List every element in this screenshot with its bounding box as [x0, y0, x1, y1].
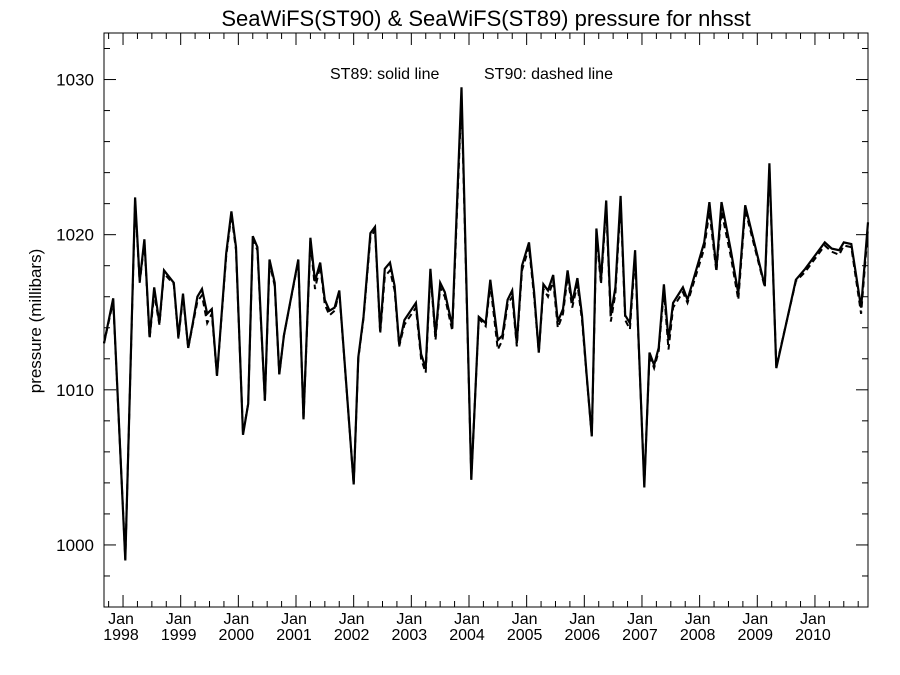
x-tick-month-label: Jan [108, 611, 134, 628]
annotation-st89-solid: ST89: solid line [330, 66, 439, 83]
x-tick-year-label: 2003 [392, 627, 428, 644]
x-tick-year-label: 2004 [449, 627, 485, 644]
x-tick-month-label: Jan [685, 611, 711, 628]
x-tick-month-label: Jan [166, 611, 192, 628]
plot-axes [103, 32, 869, 608]
x-tick-month-label: Jan [454, 611, 480, 628]
x-tick-month-label: Jan [396, 611, 422, 628]
x-tick-year-label: 2002 [334, 627, 370, 644]
series-line-st90 [103, 98, 869, 559]
x-tick-year-label: 2007 [622, 627, 658, 644]
x-tick-month-label: Jan [223, 611, 249, 628]
x-tick-month-label: Jan [800, 611, 826, 628]
y-tick-label: 1020 [56, 226, 94, 245]
x-tick-month-label: Jan [281, 611, 307, 628]
x-tick-year-label: 2008 [680, 627, 716, 644]
annotation-st90-dashed: ST90: dashed line [484, 66, 613, 83]
chart-title: SeaWiFS(ST90) & SeaWiFS(ST89) pressure f… [221, 6, 750, 31]
x-tick-year-label: 2010 [795, 627, 831, 644]
x-tick-year-label: 1998 [103, 627, 139, 644]
x-tick-year-label: 2005 [507, 627, 543, 644]
x-tick-year-label: 2009 [737, 627, 773, 644]
plot-frame [103, 32, 869, 608]
x-tick-month-label: Jan [512, 611, 538, 628]
x-tick-month-label: Jan [742, 611, 768, 628]
y-axis-label: pressure (millibars) [26, 249, 45, 394]
x-tick-year-label: 2000 [219, 627, 255, 644]
axis-ticks: 1000101010201030Jan1998Jan1999Jan2000Jan… [56, 33, 868, 644]
x-tick-year-label: 2006 [565, 627, 601, 644]
x-tick-year-label: 2001 [276, 627, 312, 644]
x-tick-year-label: 1999 [161, 627, 197, 644]
y-tick-label: 1000 [56, 536, 94, 555]
x-tick-month-label: Jan [569, 611, 595, 628]
series-layer [102, 87, 870, 561]
x-tick-month-label: Jan [627, 611, 653, 628]
y-tick-label: 1010 [56, 381, 94, 400]
x-tick-month-label: Jan [339, 611, 365, 628]
y-tick-label: 1030 [56, 71, 94, 90]
